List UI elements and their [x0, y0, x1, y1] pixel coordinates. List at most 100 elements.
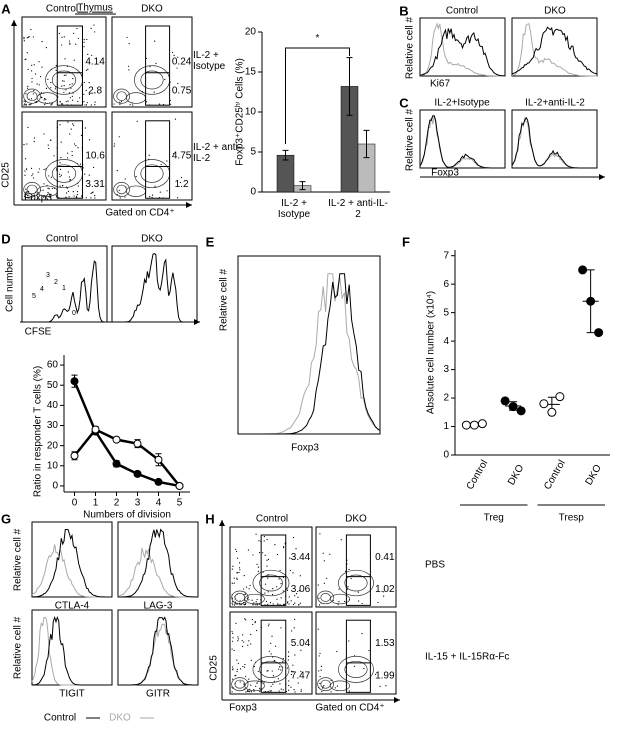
- bar: [276, 154, 295, 193]
- error-bar: [282, 149, 289, 161]
- event-dot: [93, 24, 95, 26]
- event-dot: [71, 95, 73, 97]
- event-dot: [247, 644, 249, 646]
- event-dot: [289, 557, 291, 559]
- event-dot: [288, 689, 290, 691]
- event-dot: [250, 633, 252, 636]
- event-dot: [382, 591, 385, 593]
- division-label: 5: [32, 293, 36, 300]
- event-dot: [290, 670, 293, 672]
- event-dot: [293, 689, 295, 691]
- event-dot: [40, 96, 43, 98]
- event-dot: [47, 187, 49, 189]
- column-label: DKO: [141, 4, 163, 15]
- event-dot: [262, 552, 264, 554]
- event-dot: [294, 602, 296, 604]
- event-dot: [287, 659, 289, 661]
- event-dot: [336, 685, 339, 687]
- x-tick-label: 0: [72, 498, 78, 509]
- event-dot: [58, 32, 60, 34]
- axis-label: Cell number: [5, 257, 16, 312]
- event-dot: [244, 663, 246, 666]
- event-dot: [26, 143, 28, 145]
- event-dot: [233, 604, 236, 606]
- event-dot: [30, 193, 33, 196]
- event-dot: [67, 190, 69, 192]
- gate: [260, 534, 287, 606]
- arrow-head: [186, 202, 192, 208]
- event-dot: [251, 599, 253, 601]
- event-dot: [27, 126, 29, 129]
- group-label: Treg: [484, 513, 504, 524]
- event-dot: [60, 157, 62, 159]
- gate-note: Gated on CD4⁺: [105, 208, 174, 219]
- legend-label: Control: [44, 713, 76, 724]
- event-dot: [72, 123, 74, 125]
- event-dot: [235, 550, 238, 553]
- gate-value: 10.6: [85, 151, 105, 162]
- y-tick-label: 3: [443, 364, 449, 375]
- event-dot: [45, 197, 48, 199]
- event-dot: [274, 645, 277, 647]
- event-dot: [280, 597, 282, 599]
- axis-label: Relative cell #: [405, 16, 416, 79]
- event-dot: [59, 162, 61, 164]
- contour: [23, 88, 41, 104]
- event-dot: [264, 554, 266, 556]
- event-dot: [33, 64, 35, 66]
- contour: [259, 660, 283, 678]
- event-dot: [149, 196, 151, 198]
- event-dot: [63, 36, 65, 38]
- event-dot: [344, 570, 347, 572]
- event-dot: [317, 584, 319, 586]
- event-dot: [126, 36, 128, 39]
- contour: [116, 184, 127, 195]
- y-tick-label: 0: [250, 187, 256, 198]
- y-tick-label: 4: [443, 336, 449, 347]
- event-dot: [38, 168, 40, 170]
- event-dot: [263, 536, 265, 538]
- event-dot: [91, 192, 93, 194]
- event-dot: [25, 58, 27, 60]
- event-dot: [68, 92, 71, 94]
- event-dot: [45, 87, 48, 89]
- event-dot: [67, 100, 69, 102]
- event-dot: [243, 683, 245, 685]
- x-tick-label: 1: [93, 498, 99, 509]
- contour: [113, 182, 130, 197]
- event-dot: [255, 685, 257, 688]
- row-label: PBS: [425, 560, 445, 571]
- event-dot: [259, 690, 261, 692]
- event-dot: [278, 578, 280, 580]
- panel-label: C: [399, 95, 409, 110]
- event-dot: [27, 197, 29, 199]
- y-tick-label: 20: [245, 27, 257, 38]
- contour: [231, 677, 249, 692]
- event-dot: [62, 103, 64, 105]
- contour: [140, 70, 164, 90]
- flow-plot: [21, 16, 107, 108]
- event-dot: [237, 640, 239, 642]
- event-dot: [267, 670, 269, 672]
- axis-label: Foxp3: [229, 703, 257, 714]
- event-dot: [77, 100, 79, 103]
- row-label: IL-2 + Isotype: [193, 50, 226, 72]
- legend-label: DKO: [109, 713, 131, 724]
- event-dot: [26, 52, 28, 54]
- event-dot: [236, 572, 238, 574]
- event-dot: [85, 197, 87, 199]
- contour: [317, 590, 334, 605]
- event-dot: [248, 691, 251, 693]
- event-dot: [148, 154, 150, 156]
- event-dot: [79, 163, 82, 165]
- event-dot: [32, 36, 34, 38]
- event-dot: [234, 675, 236, 677]
- contour: [26, 91, 38, 102]
- event-dot: [232, 640, 234, 642]
- y-tick-label: 1: [443, 421, 449, 432]
- event-dot: [49, 139, 52, 141]
- contour: [234, 593, 246, 602]
- event-dot: [259, 603, 261, 605]
